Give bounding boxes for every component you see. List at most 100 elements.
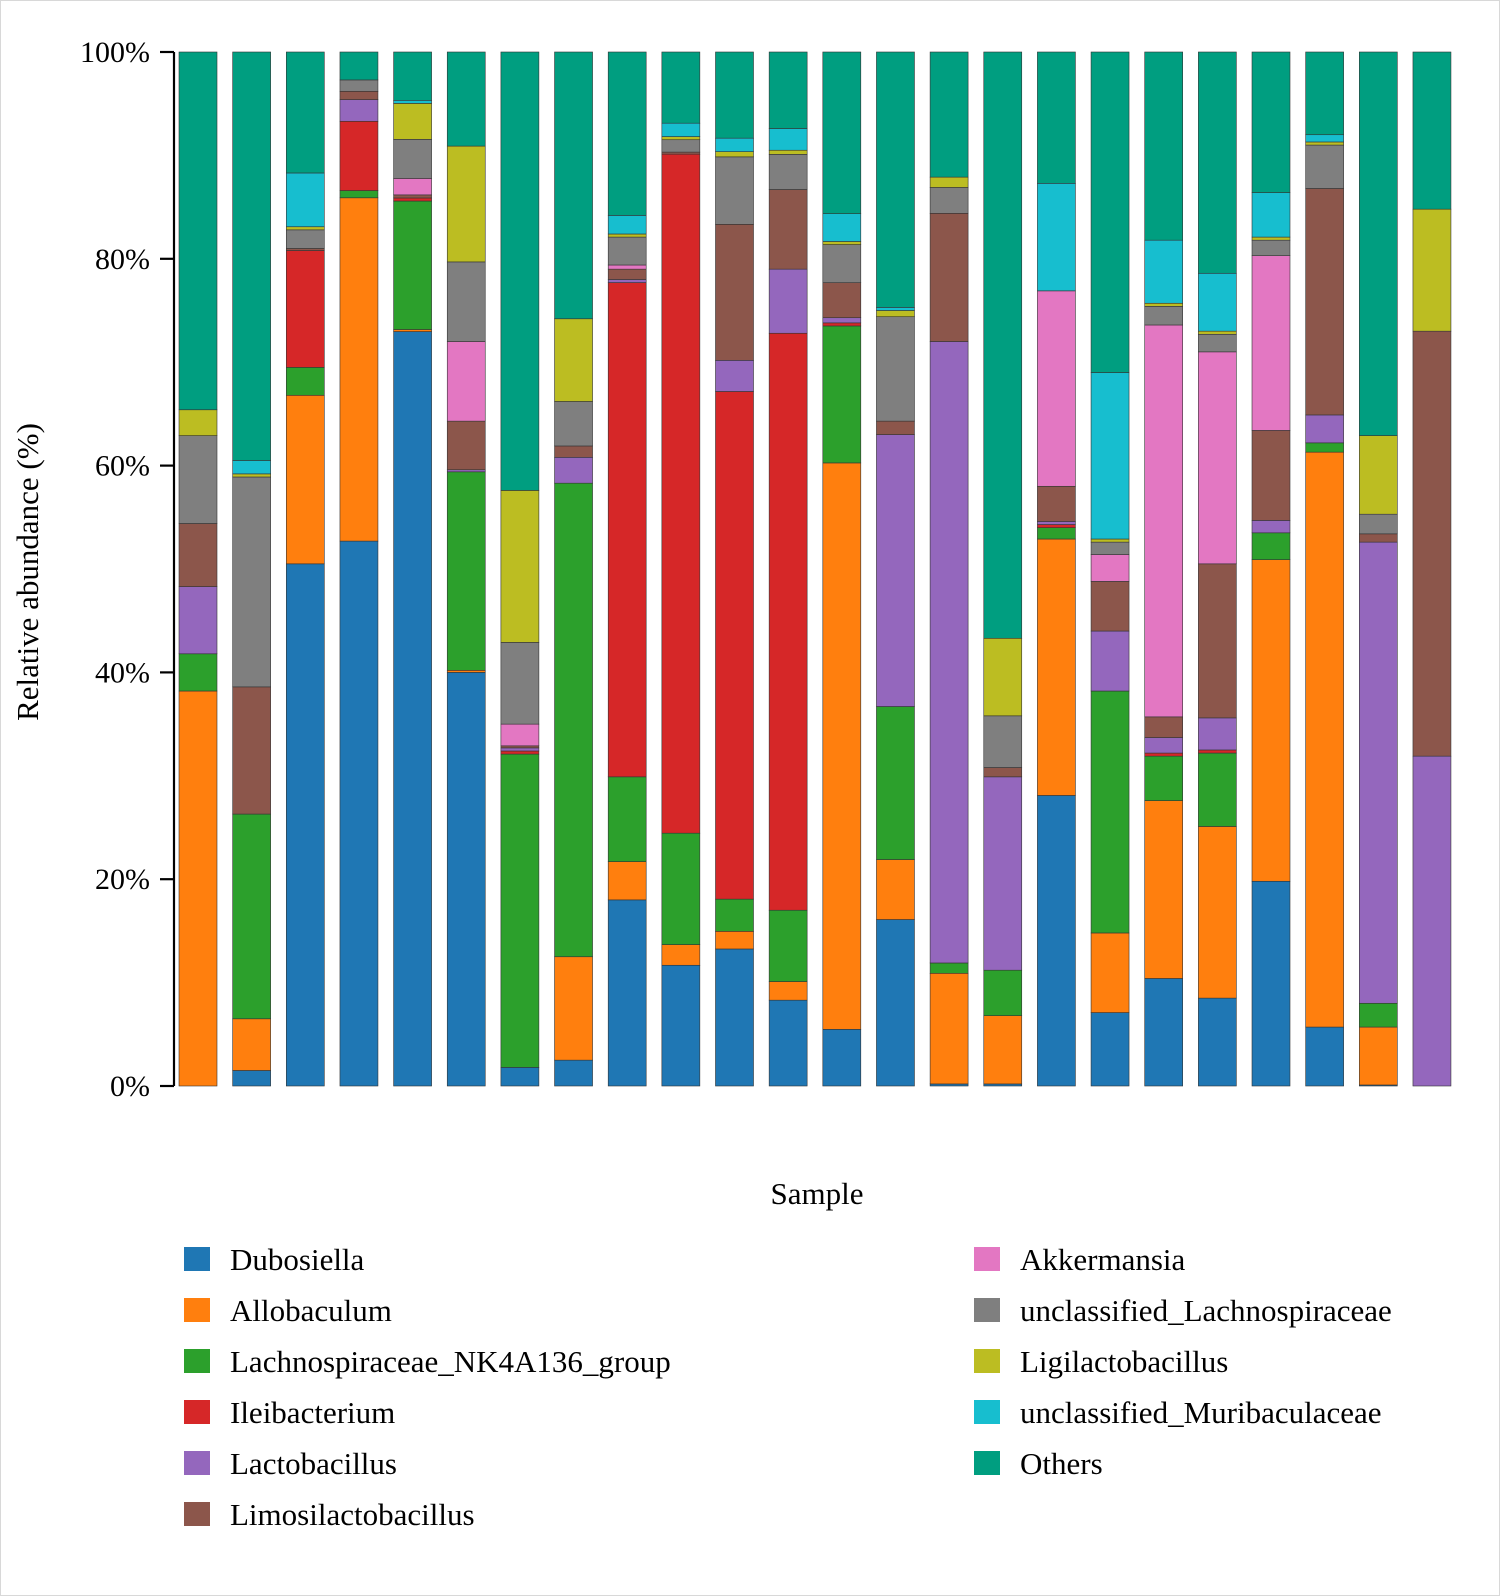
bar-segment-1-sample-15 <box>929 1083 969 1087</box>
bar-segment-4-sample-19 <box>1144 752 1183 757</box>
sample-bar-10 <box>661 51 701 1087</box>
bar-segment-2-sample-18 <box>1090 932 1130 1013</box>
bar-segment-3-sample-10 <box>661 832 701 945</box>
bar-segment-3-sample-23 <box>1359 1002 1398 1028</box>
legend-item-3: Lachnospiraceae_NK4A136_group <box>184 1344 671 1379</box>
bar-segment-3-sample-1 <box>178 653 218 692</box>
bar-segment-9-sample-11 <box>715 151 754 158</box>
bar-segment-1-sample-4 <box>339 540 379 1087</box>
bar-segment-1-sample-14 <box>876 919 915 1087</box>
bar-segment-2-sample-21 <box>1251 559 1291 882</box>
bar-segment-11-sample-19 <box>1144 51 1183 241</box>
bar-segment-3-sample-9 <box>607 776 647 862</box>
bar-segment-5-sample-6 <box>446 469 486 473</box>
bar-segment-3-sample-17 <box>1037 527 1076 540</box>
bar-segment-3-sample-8 <box>554 482 593 958</box>
bar-segment-6-sample-16 <box>983 767 1023 778</box>
bar-segment-7-sample-6 <box>446 341 486 422</box>
bar-segment-5-sample-20 <box>1198 717 1237 751</box>
bar-segment-3-sample-15 <box>929 962 969 974</box>
bar-segment-6-sample-11 <box>715 224 754 361</box>
bar-segment-9-sample-13 <box>822 241 862 245</box>
bar-segment-8-sample-8 <box>554 401 593 447</box>
bar-segment-1-sample-22 <box>1305 1026 1344 1087</box>
legend-label: Others <box>1020 1446 1103 1481</box>
bar-segment-5-sample-7 <box>500 747 540 752</box>
bar-segment-4-sample-3 <box>285 250 325 368</box>
sample-bar-14 <box>876 51 915 1087</box>
bar-segment-11-sample-4 <box>339 51 379 81</box>
bar-segment-3-sample-20 <box>1198 752 1237 827</box>
bar-segment-3-sample-3 <box>285 367 325 396</box>
bar-segment-6-sample-3 <box>285 248 325 251</box>
bar-segment-7-sample-21 <box>1251 255 1291 431</box>
bar-segment-6-sample-2 <box>232 686 271 815</box>
bar-segment-9-sample-23 <box>1359 435 1398 515</box>
bar-segment-1-sample-21 <box>1251 880 1291 1087</box>
legend-item-2: Allobaculum <box>184 1293 392 1328</box>
sample-bar-11 <box>715 51 754 1087</box>
bar-segment-7-sample-9 <box>607 264 647 270</box>
bar-segment-6-sample-15 <box>929 213 969 342</box>
bar-segment-9-sample-22 <box>1305 141 1344 146</box>
bar-segment-5-sample-11 <box>715 360 754 392</box>
bar-segment-6-sample-4 <box>339 90 379 100</box>
bar-segment-6-sample-5 <box>393 194 432 199</box>
bar-segment-8-sample-12 <box>768 154 808 190</box>
bar-segment-10-sample-5 <box>393 100 432 104</box>
y-axis: 0% 20% 40% 60% 80% 100% <box>80 36 176 1103</box>
bar-segment-11-sample-12 <box>768 51 808 129</box>
bar-segment-11-sample-1 <box>178 51 218 411</box>
bar-segment-2-sample-20 <box>1198 826 1237 999</box>
bar-segment-9-sample-20 <box>1198 330 1237 335</box>
y-tick-label-80: 80% <box>95 243 150 276</box>
bar-segment-6-sample-13 <box>822 282 862 319</box>
bar-segment-2-sample-23 <box>1359 1026 1398 1086</box>
bar-segment-2-sample-16 <box>983 1015 1023 1085</box>
bar-segment-9-sample-18 <box>1090 538 1130 543</box>
bar-segment-1-sample-17 <box>1037 795 1076 1087</box>
sample-bar-1 <box>178 51 218 1087</box>
sample-bar-19 <box>1144 51 1183 1087</box>
bar-segment-10-sample-9 <box>607 215 647 235</box>
sample-bar-8 <box>554 51 593 1087</box>
sample-bar-23 <box>1359 51 1398 1087</box>
bar-segment-5-sample-9 <box>607 279 647 283</box>
bar-segment-5-sample-17 <box>1037 521 1076 525</box>
bar-segment-2-sample-2 <box>232 1018 271 1071</box>
bar-segment-6-sample-8 <box>554 445 593 458</box>
bar-segment-11-sample-14 <box>876 51 915 308</box>
legend-swatch <box>184 1502 210 1526</box>
bar-segment-5-sample-4 <box>339 99 379 122</box>
bar-segment-8-sample-10 <box>661 139 701 153</box>
bar-segment-1-sample-7 <box>500 1067 540 1087</box>
legend-swatch <box>974 1247 1000 1271</box>
sample-bar-4 <box>339 51 379 1087</box>
bar-segment-1-sample-9 <box>607 899 647 1087</box>
bar-segment-7-sample-19 <box>1144 324 1183 718</box>
bar-segment-2-sample-13 <box>822 462 862 1030</box>
bar-segment-11-sample-5 <box>393 51 432 101</box>
bar-segment-11-sample-23 <box>1359 51 1398 436</box>
bar-segment-11-sample-9 <box>607 51 647 216</box>
bar-segment-7-sample-7 <box>500 723 540 747</box>
bar-segment-1-sample-16 <box>983 1083 1023 1087</box>
bar-segment-8-sample-14 <box>876 316 915 422</box>
bar-segment-1-sample-18 <box>1090 1012 1130 1087</box>
bar-segment-5-sample-21 <box>1251 520 1291 534</box>
bar-segment-9-sample-3 <box>285 226 325 231</box>
bar-segment-1-sample-6 <box>446 672 486 1087</box>
bar-segment-4-sample-17 <box>1037 524 1076 528</box>
bar-segment-11-sample-6 <box>446 51 486 147</box>
bar-segment-6-sample-24 <box>1412 330 1452 757</box>
bar-segment-5-sample-15 <box>929 341 969 964</box>
bar-segment-10-sample-21 <box>1251 192 1291 238</box>
bar-segment-7-sample-20 <box>1198 351 1237 565</box>
bar-segment-3-sample-12 <box>768 909 808 982</box>
bar-segment-10-sample-12 <box>768 128 808 151</box>
bar-segment-4-sample-4 <box>339 120 379 191</box>
bar-segment-11-sample-22 <box>1305 51 1344 136</box>
bars-layer <box>178 51 1452 1087</box>
bar-segment-4-sample-10 <box>661 153 701 834</box>
y-tick-label-100: 100% <box>80 36 150 69</box>
